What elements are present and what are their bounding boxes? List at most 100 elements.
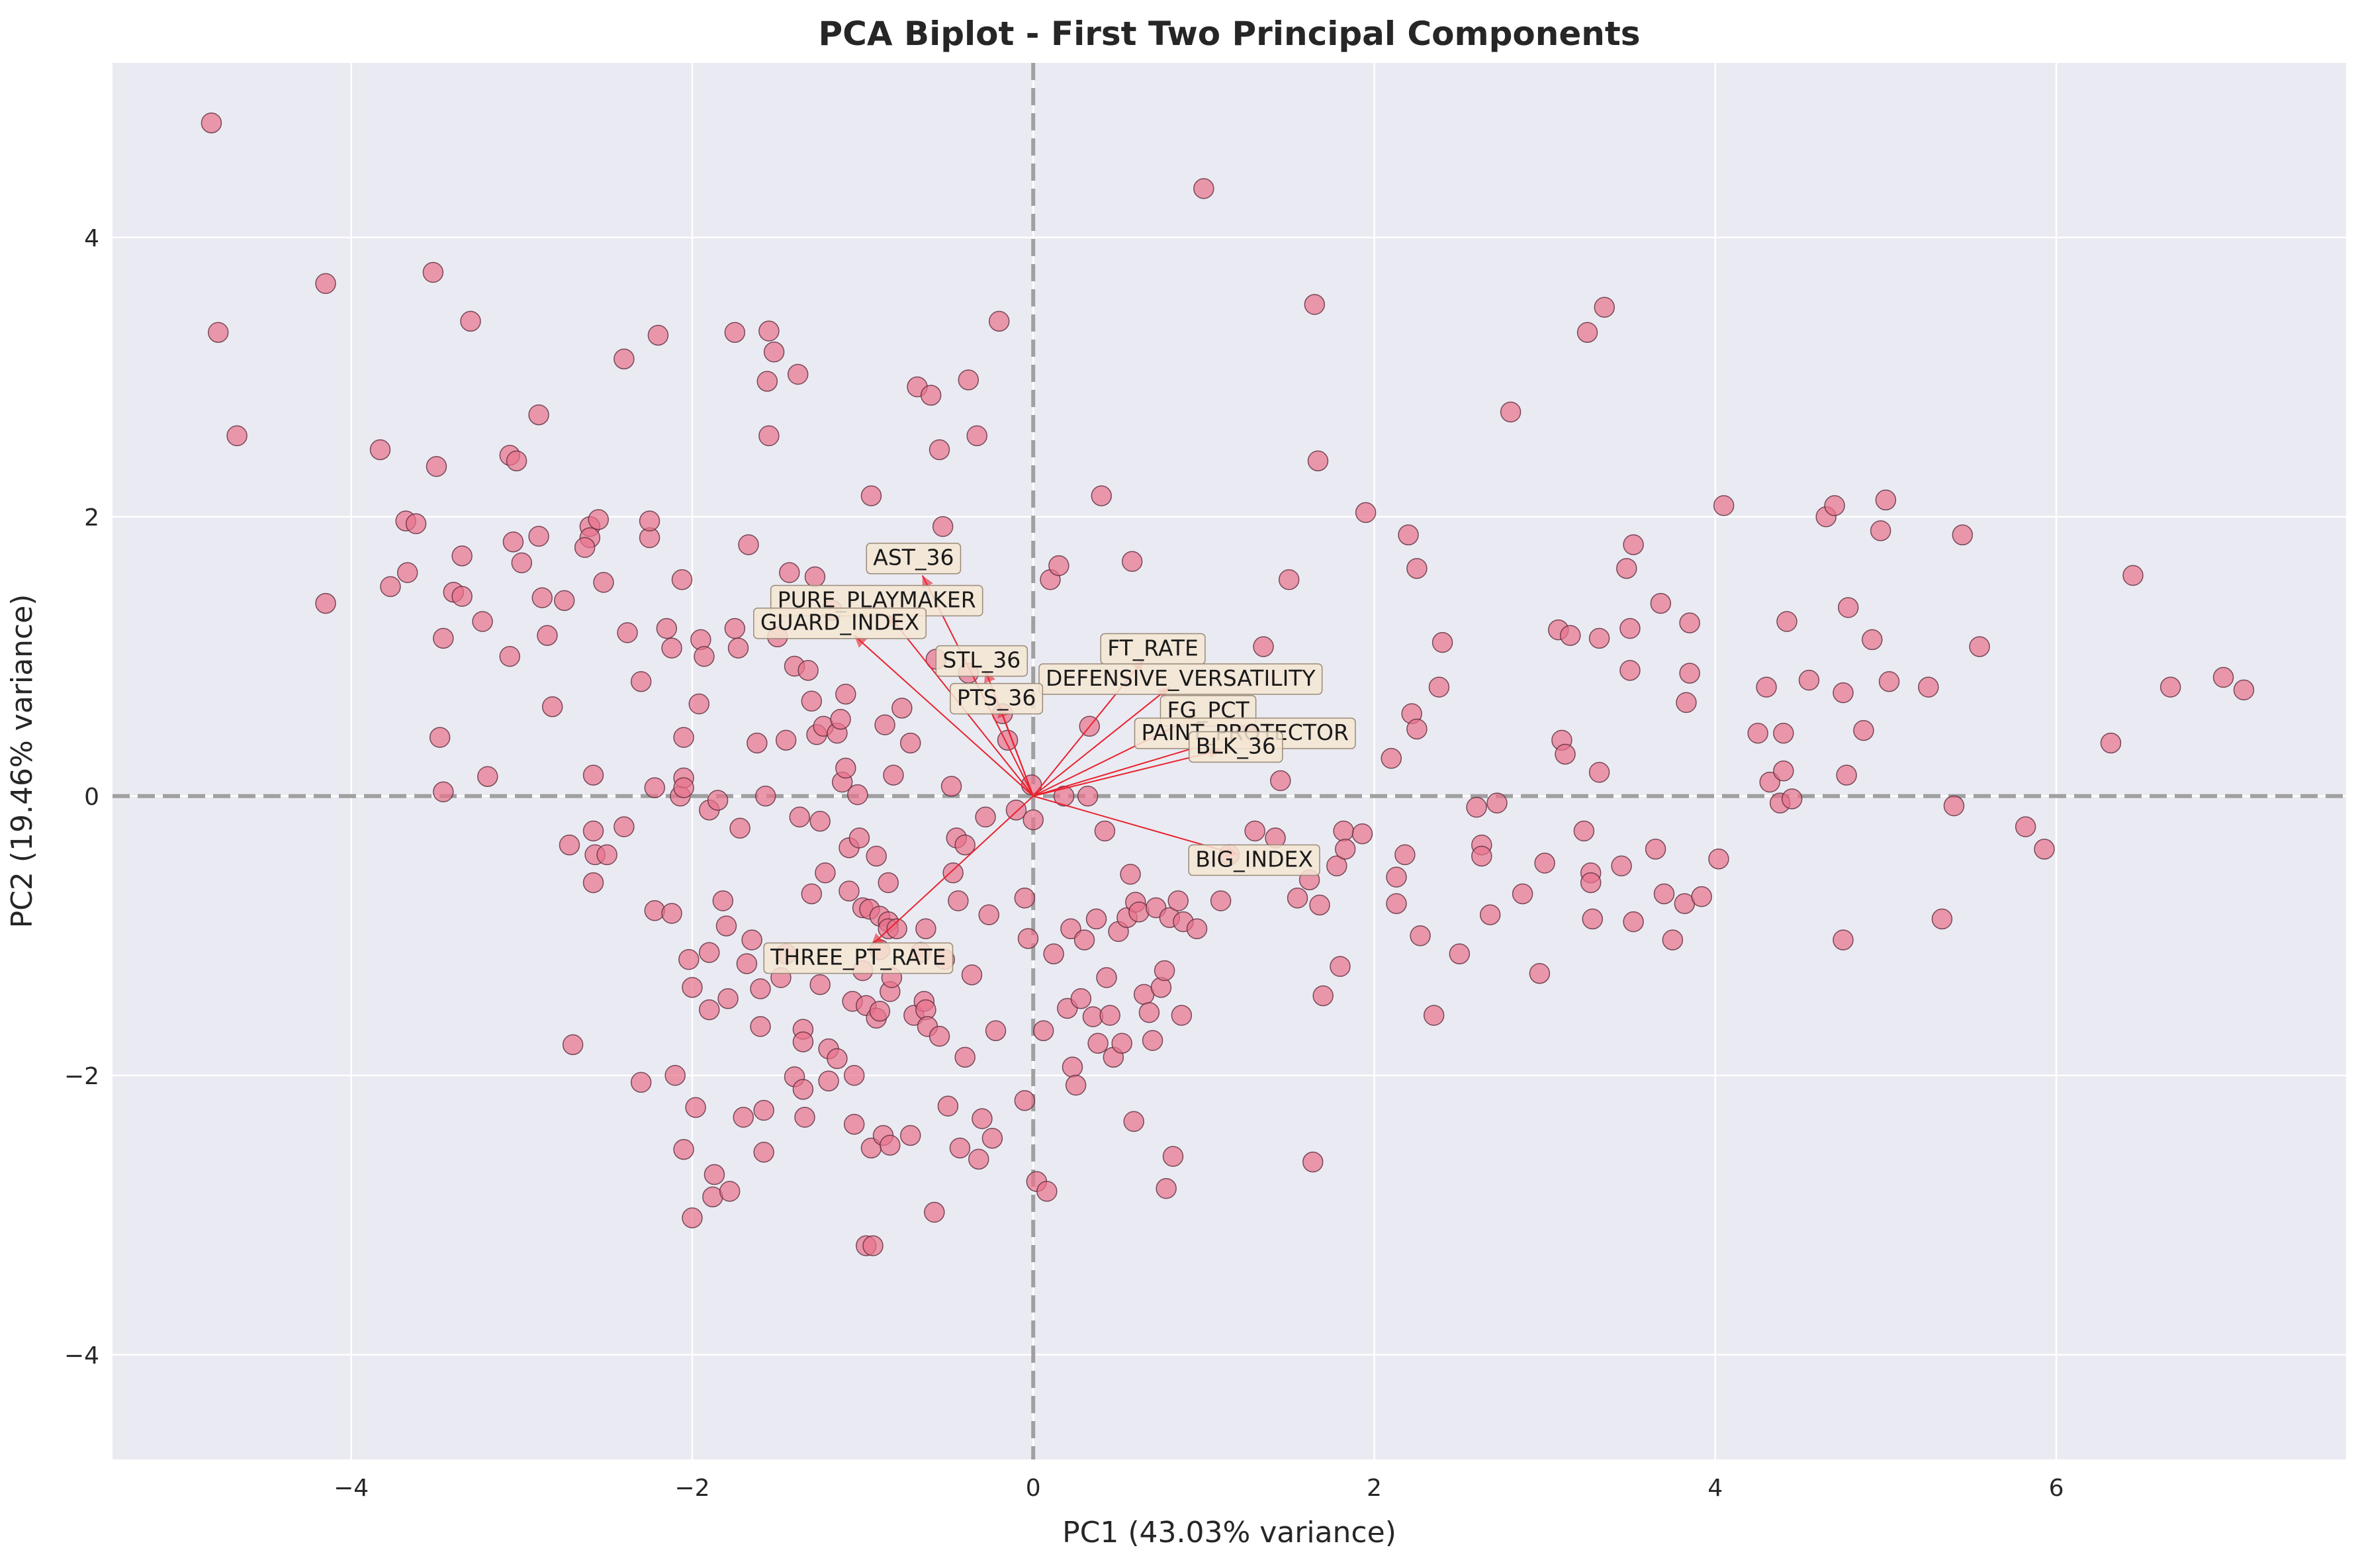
data-point (747, 732, 768, 754)
data-point (750, 1016, 771, 1037)
data-point (1529, 962, 1551, 984)
data-point (874, 714, 895, 735)
data-point (830, 708, 851, 730)
data-point (1085, 908, 1107, 930)
data-point (729, 817, 750, 839)
data-point (750, 978, 771, 999)
data-point (1623, 911, 1644, 933)
y-tick-label: 4 (84, 225, 99, 252)
data-point (472, 611, 493, 632)
loading-arrow (998, 705, 1034, 797)
data-point (644, 777, 666, 798)
data-point (1287, 888, 1308, 909)
data-point (630, 1072, 652, 1093)
data-point (499, 646, 521, 667)
data-point (968, 1148, 989, 1170)
data-point (207, 322, 229, 343)
data-point (1580, 872, 1602, 894)
data-point (741, 929, 762, 950)
data-point (506, 450, 527, 472)
data-point (477, 766, 498, 787)
data-point (1676, 692, 1697, 714)
data-point (1048, 555, 1069, 576)
data-point (1096, 967, 1117, 988)
data-point (1423, 1005, 1445, 1026)
data-point (315, 592, 336, 614)
data-point (1099, 1005, 1120, 1026)
data-point (1253, 636, 1274, 657)
data-point (1486, 792, 1508, 814)
data-point (671, 569, 693, 590)
data-point (1309, 894, 1330, 916)
loading-label-text: THREE_PT_RATE (770, 945, 946, 970)
data-point (1167, 890, 1189, 911)
data-point (698, 942, 720, 963)
data-point (1406, 718, 1428, 740)
data-point (915, 918, 936, 939)
data-point (451, 545, 473, 567)
y-tick-label: −4 (64, 1342, 99, 1369)
data-point (1326, 855, 1347, 876)
data-point (596, 844, 617, 866)
data-point (1836, 764, 1857, 786)
data-point (958, 369, 979, 391)
loading-label: STL_36 (935, 645, 1028, 677)
data-point (712, 890, 734, 911)
data-point (511, 552, 533, 574)
data-point (1833, 682, 1854, 704)
loading-label-box (950, 682, 1044, 715)
data-point (1432, 631, 1453, 653)
data-point (1691, 886, 1712, 907)
loading-label-box (1188, 844, 1320, 876)
data-point (880, 1134, 901, 1156)
data-point (954, 834, 976, 856)
loading-label-text: PTS_36 (957, 685, 1036, 711)
data-point (1017, 928, 1039, 949)
x-tick-label: −2 (674, 1475, 709, 1502)
loading-label-box (763, 942, 954, 974)
data-point (1334, 839, 1356, 860)
data-point (1244, 820, 1265, 842)
data-point (1576, 322, 1598, 343)
data-point (1065, 1074, 1087, 1096)
data-point (1479, 904, 1501, 925)
data-point (1500, 401, 1522, 423)
data-point (2159, 676, 2181, 698)
data-point (1623, 534, 1644, 555)
data-point (1619, 618, 1641, 639)
data-point (1594, 297, 1615, 318)
data-point (1870, 520, 1891, 541)
data-point (1619, 660, 1641, 681)
data-point (801, 690, 823, 712)
data-point (673, 1138, 694, 1160)
x-tick-label: 2 (1367, 1475, 1382, 1502)
data-point (899, 1125, 921, 1146)
data-point (531, 587, 553, 608)
data-point (1862, 629, 1883, 651)
data-point (1534, 853, 1555, 874)
data-point (656, 618, 678, 639)
loading-label: THREE_PT_RATE (763, 942, 954, 974)
tick-labels: −4 −2 0 2 4 6 −4 −2 0 2 4 (64, 225, 2064, 1502)
data-point (727, 637, 749, 659)
data-point (1969, 636, 1990, 657)
data-point (981, 1127, 1003, 1149)
data-point (1014, 1089, 1036, 1111)
data-point (1123, 1111, 1144, 1132)
data-point (528, 404, 549, 426)
loading-label-box (753, 607, 927, 639)
data-point (502, 531, 524, 553)
data-point (541, 696, 563, 717)
data-point (201, 112, 222, 134)
data-point (661, 903, 682, 924)
data-point (1043, 943, 1064, 964)
data-point (1014, 888, 1036, 909)
data-point (1759, 771, 1780, 793)
data-point (924, 1201, 945, 1223)
data-point (929, 1025, 950, 1047)
data-point (1573, 820, 1595, 842)
data-point (1091, 485, 1113, 506)
data-point (801, 883, 823, 905)
data-point (1650, 592, 1672, 614)
data-point (1053, 786, 1075, 807)
